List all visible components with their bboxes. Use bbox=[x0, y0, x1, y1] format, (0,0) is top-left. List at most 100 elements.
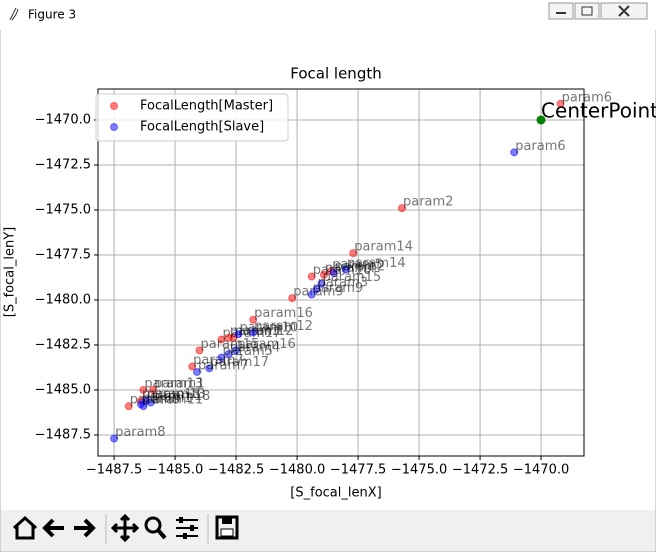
point bbox=[556, 99, 565, 108]
y-tick-label: −1480.0 bbox=[35, 292, 91, 307]
x-tick-label: −1480.0 bbox=[269, 463, 325, 478]
point bbox=[510, 148, 519, 157]
point bbox=[139, 385, 148, 394]
legend-box bbox=[95, 93, 289, 142]
point-label: param11 bbox=[144, 393, 203, 408]
title-bar bbox=[0, 0, 656, 30]
maximize-icon bbox=[581, 6, 593, 16]
point bbox=[232, 346, 241, 355]
point bbox=[319, 270, 328, 279]
point-label: param18 bbox=[142, 387, 201, 402]
back-button[interactable] bbox=[42, 518, 64, 538]
legend-label: FocalLength[Slave] bbox=[140, 120, 264, 135]
home-button[interactable] bbox=[12, 515, 38, 540]
minimize-button[interactable] bbox=[548, 2, 574, 20]
point bbox=[205, 364, 214, 373]
legend-label: FocalLength[Master] bbox=[140, 99, 273, 114]
x-tick-label: −1475.0 bbox=[391, 463, 447, 478]
point-label: param13 bbox=[147, 387, 206, 402]
x-axis-label: [S_focal_lenX] bbox=[290, 486, 381, 501]
center-point-label: CenterPoint bbox=[541, 98, 656, 122]
point-label: param14 bbox=[354, 240, 413, 255]
y-axis-label: [S_focal_lenY] bbox=[3, 227, 18, 317]
point bbox=[349, 249, 358, 258]
legend-marker bbox=[110, 102, 118, 110]
point-label: param4 bbox=[230, 340, 280, 355]
y-tick-label: −1485.0 bbox=[35, 382, 91, 397]
point-label: param1 bbox=[142, 391, 192, 406]
point-label: param18 bbox=[152, 389, 211, 404]
point-label: param2 bbox=[335, 259, 385, 274]
point bbox=[195, 346, 204, 355]
point bbox=[288, 294, 297, 303]
point bbox=[329, 268, 338, 277]
point bbox=[110, 434, 119, 443]
legend-marker bbox=[110, 123, 118, 131]
point-label: param16 bbox=[237, 337, 296, 352]
y-tick-label: −1477.5 bbox=[35, 247, 91, 262]
window-title: Figure 3 bbox=[28, 8, 76, 22]
axes-frame bbox=[97, 88, 585, 457]
app-icon bbox=[9, 7, 19, 21]
close-icon bbox=[618, 5, 630, 17]
point bbox=[307, 290, 316, 299]
save-button[interactable] bbox=[215, 515, 239, 540]
point-label: param6 bbox=[562, 90, 612, 105]
point-label: param14 bbox=[347, 256, 406, 271]
point-label: param6 bbox=[515, 139, 565, 154]
point bbox=[224, 333, 233, 342]
x-tick-label: −1477.5 bbox=[330, 463, 386, 478]
point bbox=[307, 272, 316, 281]
point-label: param10 bbox=[240, 321, 299, 336]
x-tick-label: −1485.0 bbox=[147, 463, 203, 478]
point-label: param15 bbox=[322, 270, 381, 285]
toolbar bbox=[1, 510, 655, 551]
point bbox=[188, 362, 197, 371]
point bbox=[312, 285, 321, 294]
point bbox=[234, 330, 243, 339]
point-label: param12 bbox=[235, 324, 294, 339]
point-label: param2 bbox=[403, 195, 453, 210]
point-label: param9 bbox=[313, 281, 363, 296]
point bbox=[149, 385, 158, 394]
x-tick-label: −1482.5 bbox=[208, 463, 264, 478]
forward-button[interactable] bbox=[74, 518, 96, 538]
y-tick-label: −1487.5 bbox=[35, 427, 91, 442]
point-label: param13 bbox=[144, 376, 203, 391]
x-tick-label: −1472.5 bbox=[452, 463, 508, 478]
point bbox=[249, 328, 258, 337]
configure-button[interactable] bbox=[176, 517, 198, 539]
center-point bbox=[536, 115, 546, 125]
window-controls bbox=[548, 2, 648, 20]
point bbox=[317, 279, 326, 288]
toolbar-background bbox=[1, 510, 655, 551]
point bbox=[217, 335, 226, 344]
point-label: param17 bbox=[210, 355, 269, 370]
point-label: param3 bbox=[318, 276, 368, 291]
point bbox=[136, 400, 145, 409]
point bbox=[217, 353, 226, 362]
point-label: param1 bbox=[154, 376, 204, 391]
plot-area bbox=[98, 89, 584, 456]
point bbox=[146, 398, 155, 407]
point-label: param5 bbox=[222, 344, 272, 359]
y-tick-label: −1482.5 bbox=[35, 337, 91, 352]
y-tick-label: −1472.5 bbox=[35, 157, 91, 172]
zoom-button[interactable] bbox=[144, 516, 167, 540]
y-tick-label: −1470.0 bbox=[35, 112, 91, 127]
maximize-button[interactable] bbox=[574, 2, 600, 20]
point bbox=[397, 204, 406, 213]
pan-button[interactable] bbox=[110, 513, 140, 543]
x-tick-label: −1487.5 bbox=[86, 463, 142, 478]
point bbox=[249, 315, 258, 324]
point bbox=[341, 265, 350, 274]
point-label: param12 bbox=[254, 319, 313, 334]
point-label: param16 bbox=[254, 306, 313, 321]
x-tick-label: −1470.0 bbox=[513, 463, 569, 478]
point-label: param15 bbox=[200, 337, 259, 352]
point-label: param8 bbox=[115, 425, 165, 440]
point bbox=[224, 349, 233, 358]
point bbox=[124, 402, 133, 411]
y-tick-label: −1475.0 bbox=[35, 202, 91, 217]
